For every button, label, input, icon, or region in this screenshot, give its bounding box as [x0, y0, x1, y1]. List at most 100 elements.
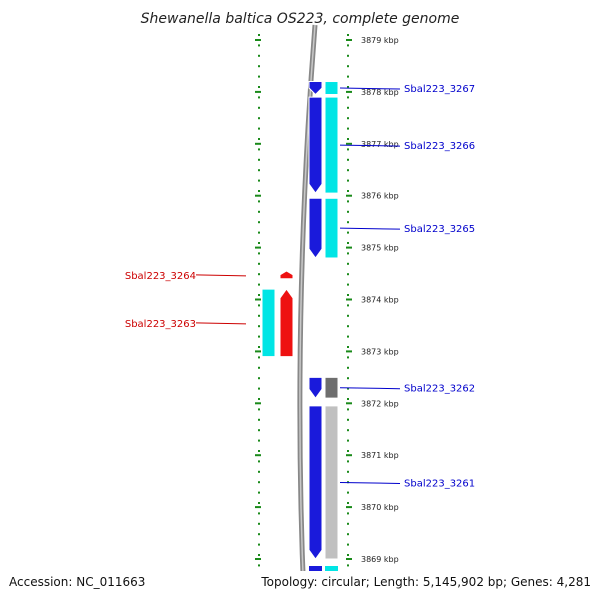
ruler-dot	[347, 117, 349, 120]
ruler-dot	[347, 470, 349, 473]
ruler-dot	[258, 512, 260, 515]
accession-label: Accession: NC_011663	[9, 575, 145, 589]
footer-background	[0, 571, 600, 600]
gene-leader-line	[339, 144, 401, 147]
ruler-dot	[258, 418, 260, 421]
ruler-tick-label: 3876 kbp	[361, 192, 399, 201]
ruler-dot	[258, 242, 260, 244]
ruler-dot	[258, 502, 260, 504]
ruler-major-tick	[346, 246, 352, 249]
ruler-tick-label: 3879 kbp	[361, 36, 399, 45]
ruler-dot	[347, 138, 349, 140]
ruler-dot	[258, 470, 260, 473]
cds-feature	[324, 197, 339, 259]
ruler-major-tick	[255, 142, 261, 145]
ruler-tick-label: 3875 kbp	[361, 244, 399, 253]
ruler-dot	[258, 439, 260, 442]
gene-leader-line	[339, 87, 401, 90]
ruler-major-tick	[255, 506, 261, 509]
gene-leader-line	[339, 387, 401, 390]
ruler-dot	[347, 127, 349, 130]
ruler-dot	[258, 190, 260, 192]
ruler-dot	[347, 273, 349, 276]
gene-label: Sbal223_3262	[404, 384, 475, 395]
ruler-dot	[347, 158, 349, 161]
ruler-dot	[347, 502, 349, 504]
ruler-dot	[347, 408, 349, 411]
ruler-dot	[347, 294, 349, 296]
gene-label: Sbal223_3264	[125, 271, 196, 282]
ruler-dot	[258, 283, 260, 286]
ruler-dot	[347, 346, 349, 348]
ruler-dot	[258, 522, 260, 525]
ruler-dot	[347, 491, 349, 494]
ruler-dot	[347, 554, 349, 556]
ruler-dot	[258, 387, 260, 390]
ruler-major-tick	[346, 194, 352, 197]
ruler-dot	[258, 273, 260, 276]
ruler-dot	[258, 34, 260, 36]
ruler-dot	[258, 75, 260, 78]
gene-arrow	[308, 197, 323, 259]
ruler-dot	[258, 252, 260, 255]
left-ruler	[255, 34, 261, 598]
ruler-dot	[258, 117, 260, 120]
cds-feature	[261, 288, 276, 358]
ruler-dot	[347, 335, 349, 338]
ruler-dot	[347, 221, 349, 224]
gene-arrow	[279, 288, 294, 358]
ruler-dot	[347, 314, 349, 317]
ruler-dot	[258, 221, 260, 224]
ruler-dot	[347, 387, 349, 390]
ruler-major-tick	[346, 402, 352, 405]
ruler-dot	[347, 34, 349, 36]
ruler-dot	[258, 564, 260, 567]
ruler-dot	[258, 169, 260, 172]
ruler-dot	[347, 231, 349, 234]
ruler-dot	[347, 533, 349, 536]
ruler-tick-label: 3877 kbp	[361, 140, 399, 149]
gene-leader-line	[195, 274, 247, 277]
ruler-dot	[258, 54, 260, 57]
ruler-tick-label: 3874 kbp	[361, 296, 399, 305]
ruler-dot	[347, 96, 349, 99]
ruler-dot	[258, 200, 260, 203]
ruler-dot	[347, 190, 349, 192]
ruler-dot	[347, 242, 349, 244]
ruler-tick-label: 3869 kbp	[361, 555, 399, 564]
genome-title: Shewanella baltica OS223, complete genom…	[141, 11, 460, 27]
ruler-dot	[258, 148, 260, 151]
ruler-dot	[347, 65, 349, 68]
ruler-dot	[258, 127, 260, 130]
ruler-dot	[258, 481, 260, 484]
cds-feature	[324, 376, 339, 399]
ruler-major-tick	[255, 39, 261, 41]
ruler-major-tick	[255, 194, 261, 197]
gene-label: Sbal223_3263	[125, 319, 196, 330]
ruler-dot	[258, 366, 260, 369]
ruler-dot	[347, 366, 349, 369]
ruler-tick-label: 3873 kbp	[361, 347, 399, 356]
ruler-major-tick	[346, 454, 352, 457]
ruler-dot	[258, 210, 260, 213]
ruler-dot	[347, 304, 349, 307]
ruler-dot	[347, 398, 349, 400]
ruler-dot	[347, 439, 349, 442]
ruler-tick-label: 3871 kbp	[361, 451, 399, 460]
ruler-major-tick	[346, 39, 352, 41]
ruler-dot	[258, 294, 260, 296]
ruler-dot	[258, 543, 260, 546]
ruler-major-tick	[255, 246, 261, 249]
ruler-major-tick	[346, 350, 352, 353]
ruler-dot	[347, 106, 349, 109]
gene-labels: Sbal223_3267 Sbal223_3266 Sbal223_3265 Sbal…	[125, 84, 475, 489]
gene-label: Sbal223_3267	[404, 84, 475, 95]
ruler-dot	[347, 75, 349, 78]
cds-feature	[324, 405, 339, 560]
ruler-dot	[347, 283, 349, 286]
ruler-dot	[347, 429, 349, 432]
ruler-major-tick	[255, 350, 261, 353]
ruler-dot	[258, 533, 260, 536]
ruler-dot	[258, 86, 260, 88]
